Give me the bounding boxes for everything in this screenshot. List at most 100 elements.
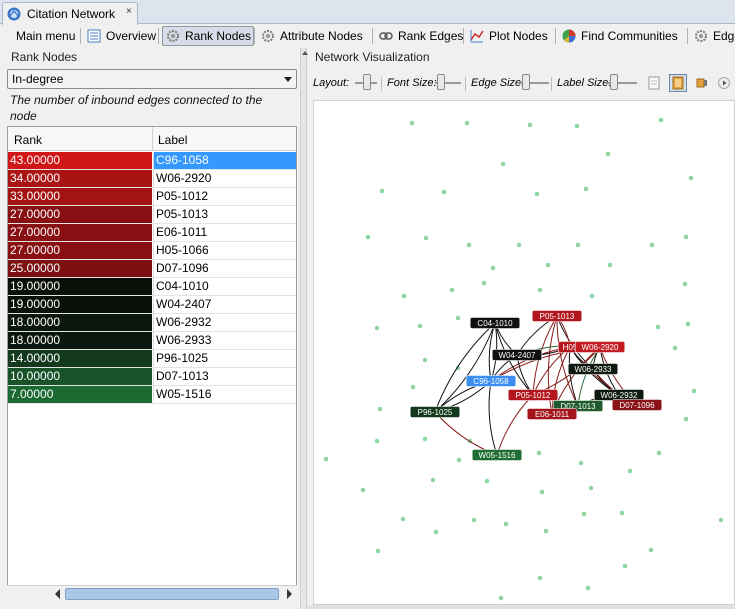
scroll-left-icon[interactable] <box>55 589 60 599</box>
panel-splitter[interactable] <box>300 48 308 609</box>
graph-node[interactable]: E06-1011 <box>526 408 578 420</box>
graph-node-dot[interactable] <box>466 242 472 248</box>
close-icon[interactable]: × <box>126 6 132 17</box>
graph-node-dot[interactable] <box>672 345 678 351</box>
find-communities-button[interactable]: Find Communities <box>559 26 680 46</box>
graph-node-dot[interactable] <box>543 528 549 534</box>
graph-node-dot[interactable] <box>688 175 694 181</box>
graph-node-dot[interactable] <box>588 485 594 491</box>
graph-node-dot[interactable] <box>658 117 664 123</box>
label-size-slider-track[interactable] <box>607 82 637 84</box>
edge-tool-button[interactable]: Edge <box>691 26 735 46</box>
graph-node-dot[interactable] <box>619 510 625 516</box>
label-cell[interactable]: W04-2407 <box>153 296 296 313</box>
graph-node-dot[interactable] <box>481 280 487 286</box>
graph-node-dot[interactable] <box>622 563 628 569</box>
column-header-rank[interactable]: Rank <box>14 133 43 147</box>
metric-dropdown[interactable]: In-degree <box>7 69 297 89</box>
graph-node[interactable]: W04-2407 <box>491 349 543 361</box>
collapse-up-icon[interactable] <box>302 51 308 55</box>
scrollbar-thumb[interactable] <box>65 588 279 600</box>
graph-node-dot[interactable] <box>471 517 477 523</box>
graph-node-dot[interactable] <box>655 324 661 330</box>
graph-node[interactable]: D07-1096 <box>611 399 663 411</box>
graph-node-dot[interactable] <box>585 585 591 591</box>
graph-node-dot[interactable] <box>379 188 385 194</box>
overview-button[interactable]: Overview <box>84 26 158 46</box>
table-row[interactable]: 19.00000 W04-2407 <box>8 296 296 314</box>
graph-node-dot[interactable] <box>545 262 551 268</box>
graph-edge[interactable] <box>487 380 498 456</box>
graph-node-dot[interactable] <box>691 388 697 394</box>
graph-node-dot[interactable] <box>537 575 543 581</box>
font-size-slider-knob[interactable] <box>437 74 445 90</box>
graph-edge[interactable] <box>493 322 534 396</box>
column-header-label[interactable]: Label <box>158 133 188 147</box>
label-cell[interactable]: P05-1012 <box>153 188 296 205</box>
table-row[interactable]: 27.00000 H05-1066 <box>8 242 296 260</box>
horizontal-scrollbar[interactable] <box>7 585 297 601</box>
graph-node[interactable]: P05-1012 <box>507 389 559 401</box>
graph-node-dot[interactable] <box>575 242 581 248</box>
graph-node-dot[interactable] <box>656 450 662 456</box>
graph-edge[interactable] <box>553 315 579 407</box>
rank-cell[interactable]: 43.00000 <box>8 152 152 169</box>
graph-node-dot[interactable] <box>365 234 371 240</box>
graph-node-dot[interactable] <box>683 234 689 240</box>
table-row[interactable]: 10.00000 D07-1013 <box>8 368 296 386</box>
main-menu-button[interactable]: Main menu <box>14 26 77 46</box>
table-row[interactable]: 33.00000 P05-1012 <box>8 188 296 206</box>
table-row[interactable]: 18.00000 W06-2932 <box>8 314 296 332</box>
graph-node-dot[interactable] <box>374 325 380 331</box>
graph-node-dot[interactable] <box>464 120 470 126</box>
graph-edge[interactable] <box>434 322 496 413</box>
graph-node-dot[interactable] <box>581 511 587 517</box>
graph-node-dot[interactable] <box>605 151 611 157</box>
graph-node[interactable]: C04-1010 <box>469 317 521 329</box>
graph-node-dot[interactable] <box>455 315 461 321</box>
graph-node-box[interactable] <box>531 310 583 322</box>
rank-cell[interactable]: 25.00000 <box>8 260 152 277</box>
graph-node-dot[interactable] <box>360 487 366 493</box>
table-row[interactable]: 14.00000 P96-1025 <box>8 350 296 368</box>
table-row[interactable]: 27.00000 P05-1013 <box>8 206 296 224</box>
graph-node-dot[interactable] <box>423 235 429 241</box>
rank-cell[interactable]: 19.00000 <box>8 296 152 313</box>
graph-node-dot[interactable] <box>648 547 654 553</box>
graph-node-box[interactable] <box>611 399 663 411</box>
graph-node[interactable]: W06-2933 <box>567 363 619 375</box>
rank-cell[interactable]: 14.00000 <box>8 350 152 367</box>
label-cell[interactable]: W06-2920 <box>153 170 296 187</box>
graph-edge[interactable] <box>551 346 571 415</box>
graph-edge[interactable] <box>547 315 559 415</box>
graph-node-dot[interactable] <box>685 321 691 327</box>
label-cell[interactable]: D07-1013 <box>153 368 296 385</box>
graph-node-dot[interactable] <box>323 456 329 462</box>
graph-node-dot[interactable] <box>375 548 381 554</box>
graph-node-dot[interactable] <box>649 242 655 248</box>
rank-cell[interactable]: 34.00000 <box>8 170 152 187</box>
label-size-slider-knob[interactable] <box>610 74 618 90</box>
graph-node-dot[interactable] <box>503 521 509 527</box>
graph-node-box[interactable] <box>469 317 521 329</box>
graph-node-box[interactable] <box>526 408 578 420</box>
graph-node-dot[interactable] <box>516 242 522 248</box>
label-cell[interactable]: P05-1013 <box>153 206 296 223</box>
graph-node-dot[interactable] <box>401 293 407 299</box>
label-cell[interactable]: W06-2933 <box>153 332 296 349</box>
graph-node-box[interactable] <box>567 363 619 375</box>
graph-node-dot[interactable] <box>537 287 543 293</box>
label-cell[interactable]: H05-1066 <box>153 242 296 259</box>
graph-node-dot[interactable] <box>422 436 428 442</box>
table-row[interactable]: 7.00000 W05-1516 <box>8 386 296 404</box>
rank-cell[interactable]: 19.00000 <box>8 278 152 295</box>
graph-node-dot[interactable] <box>490 265 496 271</box>
graph-node-dot[interactable] <box>498 595 504 601</box>
graph-node-dot[interactable] <box>682 281 688 287</box>
graph-node[interactable]: P05-1013 <box>531 310 583 322</box>
graph-node-dot[interactable] <box>583 186 589 192</box>
scroll-right-icon[interactable] <box>287 589 292 599</box>
attribute-nodes-button[interactable]: Attribute Nodes <box>258 26 365 46</box>
column-divider[interactable] <box>152 127 153 151</box>
label-cell[interactable]: E06-1011 <box>153 224 296 241</box>
